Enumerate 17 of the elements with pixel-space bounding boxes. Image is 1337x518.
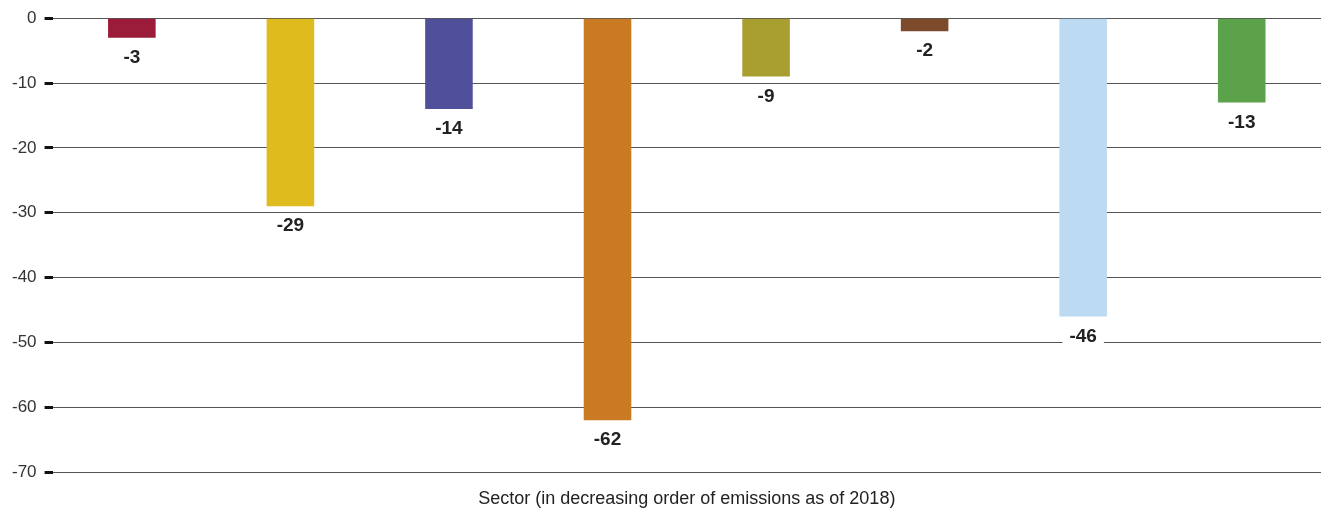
x-axis-title: Sector (in decreasing order of emissions as of 2018) [478, 488, 896, 509]
y-tick-label: -50 [11, 332, 37, 352]
data-label: -13 [1227, 110, 1256, 132]
data-label: -9 [757, 84, 775, 106]
y-tick-label: -60 [11, 396, 37, 416]
data-label: -46 [1069, 324, 1097, 346]
data-label: -29 [276, 214, 305, 236]
data-label: -62 [593, 428, 622, 450]
y-tick-label: 0 [27, 7, 37, 27]
y-tick-label: -10 [11, 72, 37, 92]
y-tick-label: -40 [11, 267, 37, 287]
data-label: -14 [435, 117, 464, 139]
y-tick-label: -70 [11, 461, 37, 481]
y-tick-label: -30 [11, 202, 37, 222]
data-label: -2 [916, 39, 934, 61]
data-label: -3 [123, 45, 141, 67]
y-tick-label: -20 [11, 137, 37, 157]
